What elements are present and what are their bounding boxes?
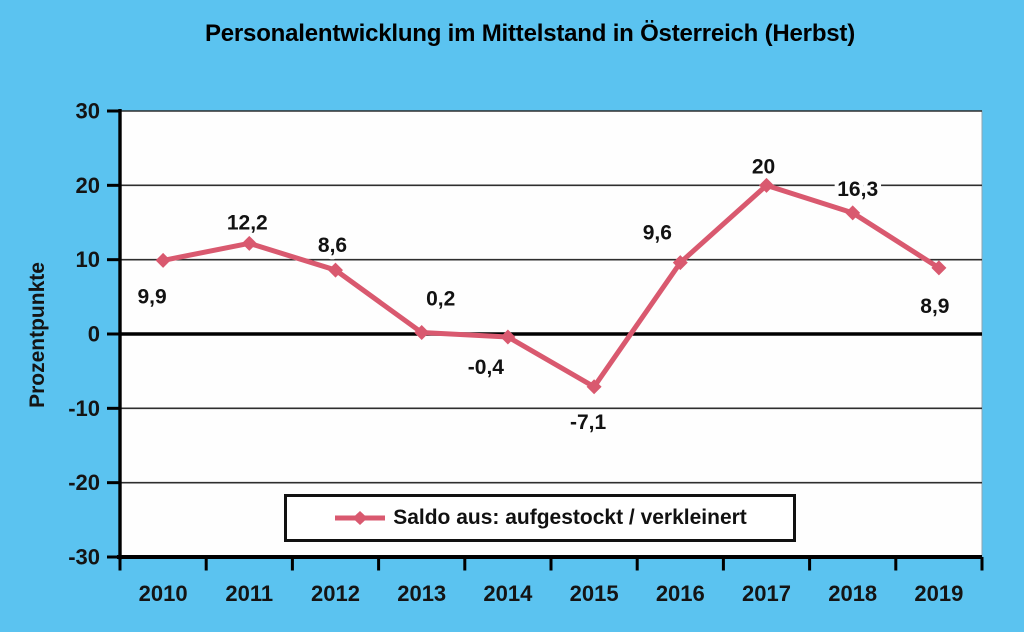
- data-point-marker: [931, 260, 947, 276]
- data-point-label: -7,1: [570, 411, 607, 434]
- x-tick-label: 2018: [828, 581, 877, 606]
- x-tick-label: 2011: [225, 581, 273, 606]
- y-tick-label: 30: [76, 99, 100, 124]
- data-point-label: 8,6: [318, 234, 347, 257]
- series-line: [160, 182, 942, 390]
- data-point-marker: [845, 205, 861, 221]
- data-point-label: 12,2: [227, 211, 268, 234]
- y-tick-label: -30: [68, 545, 100, 570]
- legend-series-label: Saldo aus: aufgestockt / verkleinert: [393, 506, 747, 529]
- x-tick-label: 2015: [570, 581, 619, 606]
- data-point-marker: [500, 329, 516, 345]
- x-tick-label: 2013: [397, 581, 446, 606]
- y-tick-label: 0: [88, 322, 100, 347]
- data-point-marker: [155, 252, 171, 268]
- x-tick-label: 2010: [139, 581, 188, 606]
- data-point-label: -0,4: [468, 356, 505, 379]
- y-tick-label: -20: [68, 470, 100, 495]
- y-tick-label: -10: [68, 396, 100, 421]
- data-point-label: 8,9: [920, 295, 949, 318]
- x-tick-label: 2019: [914, 581, 963, 606]
- data-point-label: 9,6: [643, 222, 672, 245]
- y-tick-label: 10: [76, 247, 100, 272]
- x-tick-label: 2017: [742, 581, 791, 606]
- data-point-marker: [759, 177, 774, 193]
- data-point-label: 20: [752, 155, 775, 178]
- legend-diamond: [352, 511, 368, 525]
- data-point-marker: [414, 325, 430, 341]
- data-point-label: 16,3: [837, 178, 878, 201]
- y-tick-label: 20: [76, 173, 100, 198]
- x-tick-label: 2012: [311, 581, 360, 606]
- x-tick-label: 2014: [483, 581, 533, 606]
- data-point-label: 9,9: [137, 285, 166, 308]
- legend-series-marker-icon: [335, 511, 386, 525]
- y-axis-title: Prozentpunkte: [26, 262, 49, 408]
- data-point-marker: [672, 255, 688, 271]
- chart-title: Personalentwicklung im Mittelstand in Ös…: [204, 20, 856, 47]
- data-point-label: 0,2: [426, 288, 455, 311]
- data-point-marker: [328, 262, 343, 278]
- x-tick-label: 2016: [656, 581, 705, 606]
- data-point-marker: [586, 379, 602, 395]
- data-point-marker: [241, 235, 257, 251]
- legend: Saldo aus: aufgestockt / verkleinert: [284, 494, 796, 542]
